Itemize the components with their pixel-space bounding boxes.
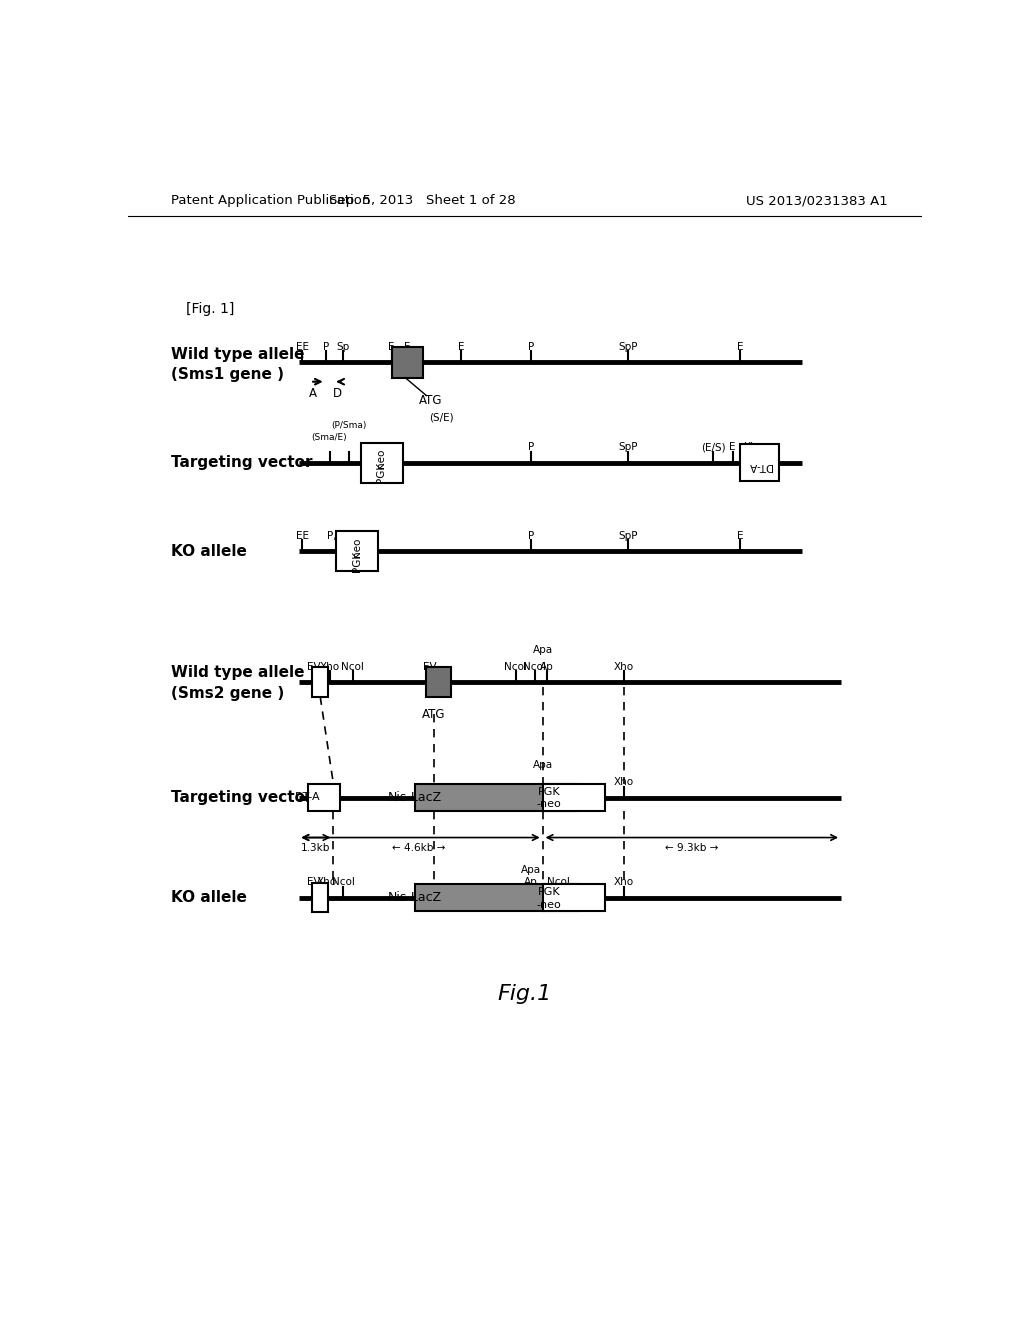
Text: Apa: Apa	[532, 644, 553, 655]
Text: P: P	[528, 531, 535, 541]
Bar	[312, 883, 328, 912]
Text: -neo: -neo	[537, 899, 561, 909]
Text: PGK: PGK	[377, 462, 386, 483]
Text: SpP: SpP	[618, 531, 638, 541]
Text: Xho: Xho	[744, 442, 764, 453]
Bar	[740, 444, 779, 480]
Text: P: P	[323, 342, 329, 352]
Text: KO allele: KO allele	[171, 890, 247, 906]
Text: ← 4.6kb →: ← 4.6kb →	[392, 843, 445, 853]
Text: Wild type allele: Wild type allele	[171, 665, 304, 680]
Text: Sp: Sp	[374, 442, 386, 453]
Text: 1.3kb: 1.3kb	[301, 843, 330, 853]
Text: Sp: Sp	[385, 442, 398, 453]
Text: E: E	[737, 531, 743, 541]
Text: PGK: PGK	[538, 887, 560, 898]
Text: P: P	[528, 442, 535, 453]
Text: DT-A: DT-A	[295, 792, 321, 803]
Bar	[426, 667, 452, 697]
Text: Patent Application Publication: Patent Application Publication	[171, 194, 370, 207]
Text: Sep. 5, 2013   Sheet 1 of 28: Sep. 5, 2013 Sheet 1 of 28	[329, 194, 516, 207]
Text: (Sms1 gene ): (Sms1 gene )	[171, 367, 284, 381]
Text: PGK: PGK	[351, 550, 361, 572]
Text: NcoI: NcoI	[523, 661, 547, 672]
Text: NcoI: NcoI	[332, 878, 355, 887]
Text: EE: EE	[296, 342, 309, 352]
Text: Fig.1: Fig.1	[498, 983, 552, 1003]
Bar	[415, 784, 578, 812]
Text: P,SpSp: P,SpSp	[327, 531, 364, 541]
Text: (Sms2 gene ): (Sms2 gene )	[171, 686, 284, 701]
Text: EV: EV	[307, 661, 321, 672]
Text: Xho: Xho	[319, 661, 340, 672]
Text: ATG: ATG	[422, 708, 445, 721]
Text: D: D	[333, 387, 342, 400]
Text: NcoI: NcoI	[341, 661, 365, 672]
Text: E: E	[729, 442, 736, 453]
Text: ATG: ATG	[419, 395, 442, 408]
Text: Nis-LacZ: Nis-LacZ	[388, 791, 441, 804]
Text: Xho: Xho	[614, 777, 634, 787]
Text: Ap: Ap	[540, 661, 553, 672]
Text: EV: EV	[424, 661, 437, 672]
Text: PGK: PGK	[538, 787, 560, 797]
Text: E: E	[403, 342, 411, 352]
Text: (S/E): (S/E)	[429, 413, 455, 422]
Text: E: E	[458, 342, 465, 352]
Bar	[543, 784, 604, 812]
Text: SpP: SpP	[618, 442, 638, 453]
Text: EE: EE	[296, 531, 309, 541]
Text: DT-A: DT-A	[748, 462, 771, 471]
Text: NcoI: NcoI	[547, 878, 569, 887]
Text: KO allele: KO allele	[171, 544, 247, 558]
Bar	[360, 442, 403, 483]
Text: Nis-LacZ: Nis-LacZ	[388, 891, 441, 904]
Text: E: E	[737, 342, 743, 352]
Text: -neo: -neo	[537, 800, 561, 809]
Bar	[308, 784, 340, 812]
Text: P: P	[366, 442, 372, 453]
Text: [Fig. 1]: [Fig. 1]	[186, 301, 234, 315]
Text: Ap: Ap	[524, 878, 538, 887]
Text: (Sma/E): (Sma/E)	[311, 433, 347, 442]
Bar	[543, 884, 604, 911]
Text: Targeting vector: Targeting vector	[171, 789, 312, 805]
Text: Apa: Apa	[521, 865, 541, 875]
Text: NcoI: NcoI	[504, 661, 527, 672]
Text: A: A	[308, 387, 316, 400]
Text: Xho: Xho	[614, 878, 634, 887]
Text: (P/Sma): (P/Sma)	[331, 421, 367, 430]
Text: P: P	[528, 342, 535, 352]
Bar	[312, 668, 328, 697]
Text: (E/S): (E/S)	[700, 442, 725, 453]
Text: SpP: SpP	[618, 342, 638, 352]
Text: neo: neo	[377, 449, 386, 469]
Bar	[336, 531, 378, 572]
Text: E: E	[388, 342, 394, 352]
Text: Xho: Xho	[317, 878, 337, 887]
Text: Targeting vector: Targeting vector	[171, 455, 312, 470]
Text: neo: neo	[351, 537, 361, 557]
Text: ← 9.3kb →: ← 9.3kb →	[665, 843, 718, 853]
Text: Apa: Apa	[532, 760, 553, 770]
Text: EV: EV	[307, 878, 321, 887]
Text: Xho: Xho	[614, 661, 634, 672]
Text: US 2013/0231383 A1: US 2013/0231383 A1	[745, 194, 888, 207]
Bar	[415, 884, 578, 911]
Text: Sp: Sp	[337, 342, 350, 352]
Bar	[391, 347, 423, 378]
Text: Wild type allele: Wild type allele	[171, 347, 304, 362]
